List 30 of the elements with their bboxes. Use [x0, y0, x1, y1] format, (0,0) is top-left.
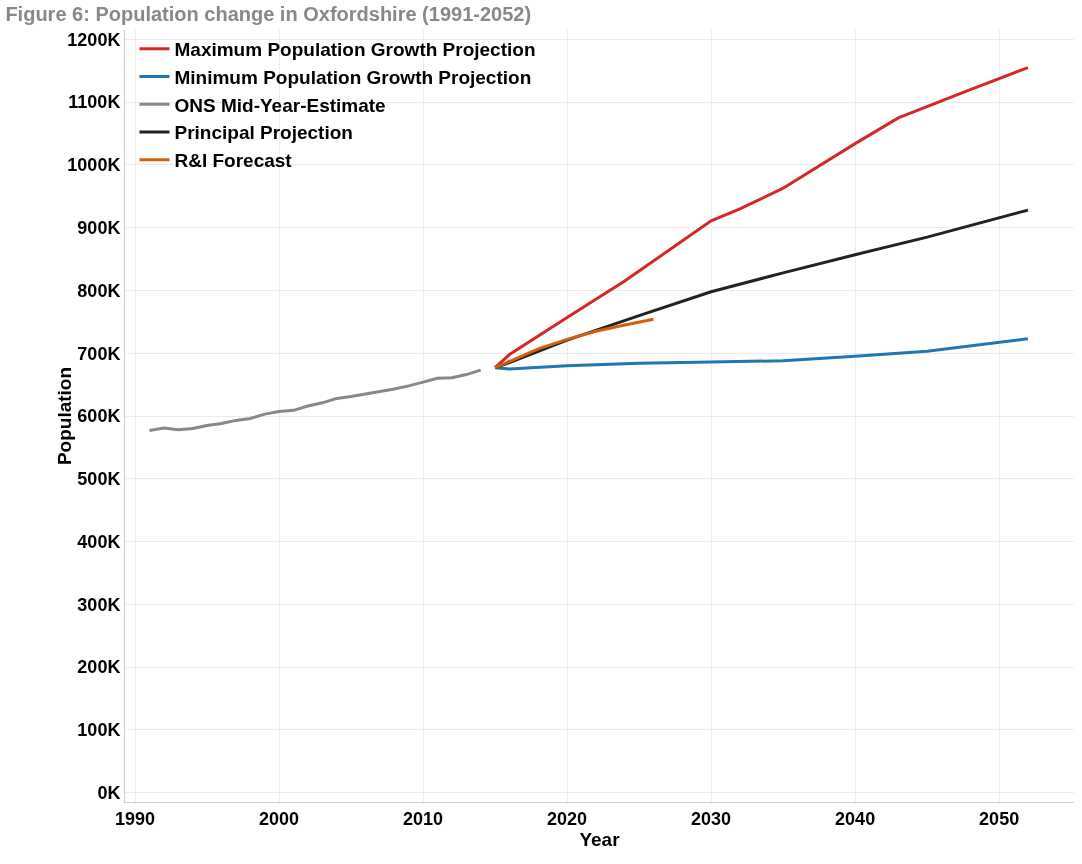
- y-tick-label: 0K: [97, 782, 121, 803]
- legend-label: Principal Projection: [174, 122, 353, 144]
- y-tick-label: 500K: [77, 469, 121, 490]
- y-tick-label: 400K: [77, 531, 121, 552]
- y-tick-label: 1000K: [67, 155, 121, 176]
- legend-label: Minimum Population Growth Projection: [174, 66, 532, 88]
- x-tick-label: 2030: [691, 808, 732, 829]
- line-series: [147, 368, 483, 432]
- y-tick-label: 300K: [77, 594, 121, 615]
- y-tick-label: 1200K: [67, 29, 121, 50]
- x-tick-label: 2000: [259, 808, 300, 829]
- line-series: [493, 317, 655, 370]
- x-axis-title: Year: [579, 828, 621, 850]
- y-tick-label: 900K: [77, 218, 121, 239]
- x-tick-label: 2010: [403, 808, 444, 829]
- chart-title: Figure 6: Population change in Oxfordshire (1991-2052): [5, 2, 532, 25]
- legend-label: R&I Forecast: [174, 150, 293, 172]
- y-tick-label: 1100K: [68, 92, 121, 113]
- y-tick-label: 600K: [77, 406, 121, 427]
- y-tick-label: 200K: [77, 657, 121, 678]
- y-tick-label: 700K: [77, 343, 121, 364]
- y-tick-label: 800K: [77, 280, 121, 301]
- x-tick-label: 2050: [979, 808, 1020, 829]
- x-tick-label: 1990: [115, 808, 156, 829]
- y-tick-label: 100K: [77, 720, 121, 741]
- x-tick-label: 2040: [835, 808, 876, 829]
- x-tick-label: 2020: [547, 808, 588, 829]
- y-axis-title: Population: [54, 366, 76, 466]
- legend-label: Maximum Population Growth Projection: [174, 39, 536, 61]
- legend-label: ONS Mid-Year-Estimate: [174, 94, 386, 116]
